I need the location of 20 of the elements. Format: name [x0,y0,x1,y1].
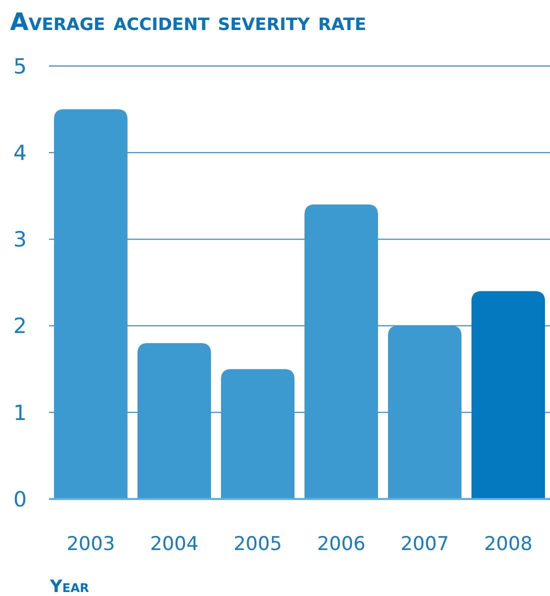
bar [54,109,128,499]
y-tick-label: 2 [13,314,27,338]
bar [472,291,545,499]
y-tick-label: 1 [13,400,27,425]
bar [221,369,294,499]
bar [138,343,211,499]
bar [304,204,378,499]
x-tick-label: 2003 [66,533,115,555]
chart-title: Average accident severity rate [10,8,366,36]
y-tick-label: 3 [13,228,27,252]
bar [388,326,462,499]
y-tick-label: 4 [13,140,27,165]
x-tick-label: 2004 [150,533,198,555]
y-tick-label: 0 [13,487,27,512]
x-tick-label: 2005 [234,533,282,555]
x-tick-label: 2006 [317,533,366,555]
x-tick-label: 2008 [484,533,532,555]
x-tick-label: 2007 [400,533,449,555]
y-tick-label: 5 [13,54,27,78]
x-axis-title: Year [49,577,90,596]
